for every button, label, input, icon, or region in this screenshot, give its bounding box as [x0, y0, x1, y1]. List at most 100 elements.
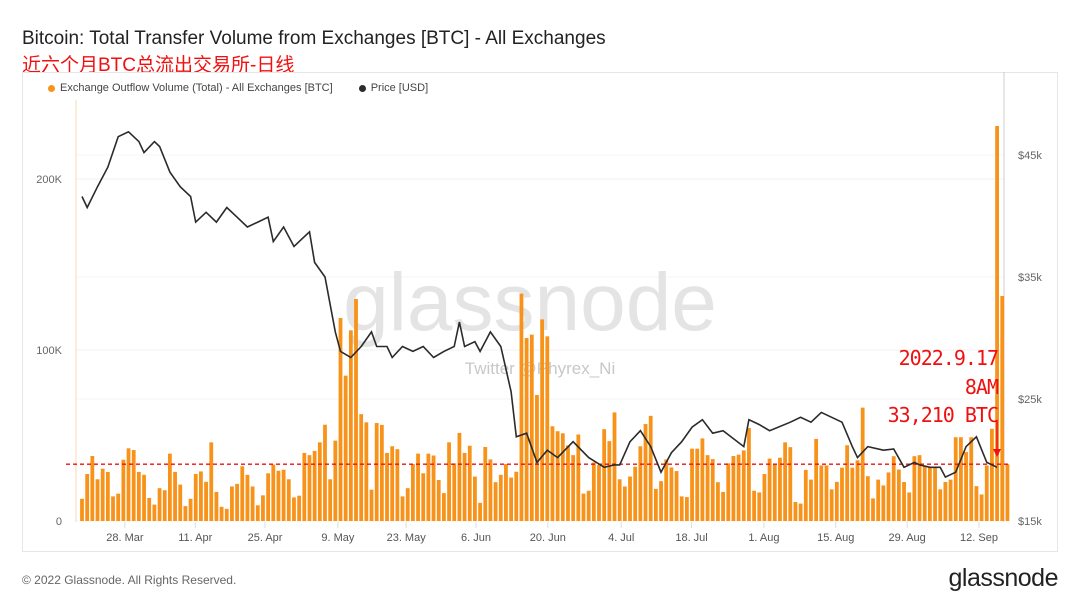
volume-bar — [214, 491, 219, 521]
volume-bar — [369, 489, 374, 521]
volume-bar — [731, 456, 736, 521]
volume-bar — [416, 453, 420, 521]
volume-bar — [385, 452, 389, 521]
volume-bar — [741, 450, 746, 521]
x-tick-label: 15. Aug — [817, 532, 854, 544]
black-dot-icon — [358, 84, 366, 92]
volume-bar — [193, 473, 198, 521]
orange-dot-icon — [48, 84, 55, 92]
volume-bar — [674, 471, 679, 521]
volume-bar — [473, 476, 477, 521]
volume-bar — [529, 334, 534, 521]
legend-item-price[interactable]: Price [USD] — [358, 82, 429, 94]
volume-bar — [969, 437, 974, 521]
volume-bar — [116, 493, 121, 521]
volume-bar — [938, 489, 943, 521]
volume-bar — [560, 433, 565, 521]
volume-bar — [860, 407, 865, 521]
volume-bar — [498, 474, 503, 521]
volume-bar — [379, 424, 384, 521]
volume-bar — [581, 493, 586, 521]
volume-bar — [757, 492, 762, 521]
annotation-time: 8AM — [964, 375, 999, 399]
volume-bar — [793, 502, 798, 521]
volume-bar — [271, 464, 276, 521]
volume-bar — [622, 486, 627, 521]
volume-bar — [927, 467, 932, 521]
twitter-credit: Twitter @Phyrex_Ni — [465, 359, 615, 378]
volume-bar — [483, 446, 488, 521]
volume-bar — [907, 492, 912, 521]
x-tick-label: 9. May — [321, 532, 355, 544]
volume-bar — [896, 469, 901, 521]
volume-bar — [131, 450, 136, 521]
volume-bar — [519, 293, 524, 521]
y-tick-label: 100K — [36, 345, 62, 357]
volume-bar — [695, 448, 700, 521]
volume-bar — [684, 497, 689, 521]
volume-bar — [219, 506, 224, 521]
volume-bar — [845, 445, 850, 521]
volume-bar — [948, 479, 953, 521]
chart-subtitle: 近六个月BTC总流出交易所-日线 — [22, 55, 295, 76]
x-tick-label: 29. Aug — [888, 532, 925, 544]
volume-bar — [829, 489, 834, 521]
x-tick-label: 1. Aug — [748, 532, 779, 544]
volume-bar — [266, 473, 271, 521]
volume-bar — [436, 479, 441, 521]
volume-bar — [447, 442, 451, 521]
volume-bar — [514, 471, 519, 521]
volume-bar — [788, 447, 793, 521]
x-tick-label: 11. Apr — [178, 532, 212, 544]
volume-bar — [767, 458, 772, 521]
volume-bar — [111, 496, 115, 521]
volume-bar — [204, 481, 208, 521]
volume-bar — [493, 482, 498, 521]
volume-bar — [995, 125, 999, 522]
volume-bar — [509, 477, 514, 521]
volume-bar — [850, 467, 855, 521]
volume-bar — [442, 493, 446, 521]
volume-bar — [85, 473, 90, 521]
volume-bar — [199, 471, 203, 521]
volume-bar — [953, 437, 958, 521]
volume-bar — [891, 456, 896, 521]
volume-bar — [240, 466, 245, 521]
volume-bar — [323, 424, 327, 521]
volume-bar — [783, 442, 788, 521]
volume-bar — [591, 462, 596, 521]
legend-item-outflow[interactable]: Exchange Outflow Volume (Total) - All Ex… — [48, 82, 333, 94]
volume-bar — [943, 482, 948, 521]
volume-bar — [964, 452, 968, 521]
volume-bar — [390, 446, 395, 521]
volume-bar — [431, 455, 436, 521]
volume-bar — [912, 456, 917, 521]
volume-bar — [550, 426, 555, 521]
volume-bar — [710, 459, 715, 521]
legend-label: Price [USD] — [370, 82, 429, 94]
volume-bar — [183, 506, 188, 521]
volume-bar — [364, 422, 369, 521]
volume-bar — [752, 490, 756, 521]
volume-bar — [235, 483, 239, 521]
volume-bar — [566, 445, 570, 521]
volume-bar — [571, 455, 576, 521]
legend: Exchange Outflow Volume (Total) - All Ex… — [48, 82, 428, 94]
volume-bar — [302, 452, 307, 521]
volume-bar — [679, 496, 684, 521]
volume-bar — [504, 464, 508, 521]
watermark: glassnode — [343, 257, 717, 348]
volume-bar — [374, 423, 379, 521]
volume-bar — [653, 488, 658, 521]
y-axis-left: 0 100K 200K — [36, 174, 62, 528]
volume-bar — [865, 476, 870, 521]
volume-bar — [597, 465, 601, 521]
volume-bar — [338, 318, 343, 521]
volume-bar — [762, 473, 767, 521]
volume-bar — [297, 495, 302, 521]
volume-bars — [80, 125, 1010, 522]
volume-bar — [576, 434, 581, 521]
volume-bar — [648, 415, 653, 521]
volume-bar — [871, 498, 875, 521]
volume-bar — [136, 471, 141, 521]
